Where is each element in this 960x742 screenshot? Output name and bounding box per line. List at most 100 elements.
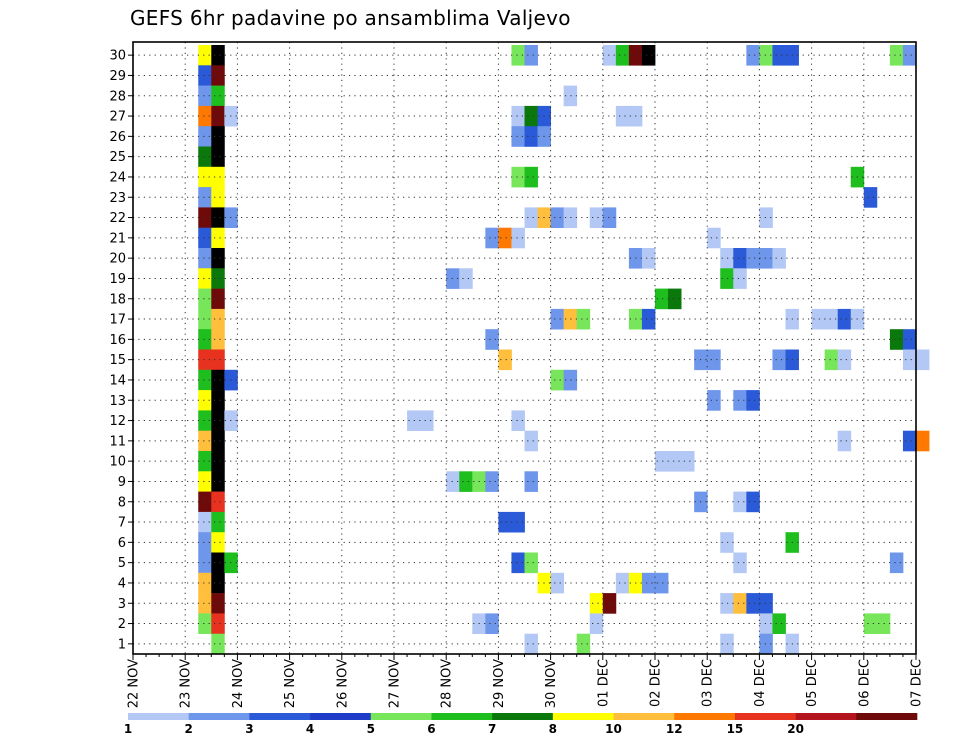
heatmap-cell — [720, 633, 734, 655]
heatmap-cell — [550, 207, 565, 228]
legend-swatch — [734, 713, 796, 720]
heatmap-cell — [211, 126, 225, 147]
heatmap-cell — [655, 288, 669, 310]
heatmap-cell — [211, 613, 225, 634]
heatmap-cell — [198, 349, 212, 371]
heatmap-cell — [524, 471, 538, 492]
heatmap-cell — [889, 552, 904, 574]
heatmap-cell — [198, 329, 212, 350]
heatmap-cell — [198, 105, 212, 127]
heatmap-cell — [211, 227, 225, 249]
heatmap-cell — [655, 572, 669, 594]
heatmap-cell — [576, 633, 591, 655]
heatmap-cell — [746, 593, 760, 614]
heatmap-cell — [211, 451, 225, 472]
y-tick-label: 3 — [118, 597, 126, 612]
heatmap-cell — [498, 349, 512, 371]
heatmap-cell — [198, 65, 212, 86]
heatmap-cell — [211, 45, 225, 66]
heatmap-cell — [459, 471, 473, 492]
heatmap-cell — [211, 85, 225, 107]
heatmap-cell — [524, 105, 538, 127]
heatmap-cell — [524, 552, 538, 574]
heatmap-cell — [211, 329, 225, 350]
legend-label: 20 — [787, 722, 804, 736]
heatmap-cell — [198, 146, 212, 168]
heatmap-cell — [876, 613, 891, 634]
heatmap-cell — [916, 349, 930, 371]
heatmap-cell — [198, 430, 212, 452]
heatmap-cell — [902, 349, 917, 371]
x-tick-label: 25 NOV — [283, 659, 298, 708]
y-tick-label: 17 — [109, 313, 126, 328]
heatmap-cell — [511, 227, 525, 249]
legend-label: 1 — [124, 722, 132, 736]
y-tick-label: 19 — [109, 272, 126, 287]
heatmap-cell — [550, 369, 565, 391]
heatmap-cell — [211, 430, 225, 452]
heatmap-cell — [511, 552, 525, 574]
heatmap-cell — [641, 572, 656, 594]
heatmap-cell — [198, 227, 212, 249]
heatmap-cell — [524, 45, 538, 66]
heatmap-cell — [198, 369, 212, 391]
x-tick-label: 28 NOV — [440, 659, 455, 708]
legend-swatch — [613, 713, 675, 720]
heatmap-cell — [589, 207, 604, 228]
heatmap-cell — [524, 633, 538, 655]
legend-swatch — [795, 713, 857, 720]
heatmap-cell — [772, 349, 786, 371]
heatmap-cell — [837, 308, 852, 330]
heatmap-cell — [485, 471, 499, 492]
heatmap-cell — [602, 593, 617, 614]
heatmap-cell — [811, 308, 826, 330]
heatmap-cell — [198, 187, 212, 208]
legend-label: 8 — [549, 722, 557, 736]
heatmap-cell — [772, 248, 786, 269]
y-tick-label: 25 — [109, 150, 126, 165]
y-tick-label: 18 — [109, 292, 126, 307]
y-tick-label: 24 — [109, 170, 126, 185]
x-tick-label: 06 DEC — [857, 659, 872, 707]
heatmap-cell — [550, 308, 565, 330]
legend-label: 15 — [727, 722, 744, 736]
heatmap-cell — [198, 572, 212, 594]
heatmap-cell — [602, 45, 617, 66]
heatmap-cell — [615, 572, 630, 594]
y-axis: 1234567891011121314151617181920212223242… — [109, 49, 133, 652]
y-tick-label: 26 — [109, 130, 126, 145]
legend-label: 5 — [367, 722, 375, 736]
x-tick-label: 01 DEC — [596, 659, 611, 707]
x-tick-label: 26 NOV — [335, 659, 350, 708]
heatmap-cell — [498, 227, 512, 249]
heatmap-cell — [211, 146, 225, 168]
heatmap-cell — [563, 207, 578, 228]
heatmap-cell — [198, 532, 212, 553]
heatmap-cell — [759, 633, 773, 655]
heatmap-cell — [563, 308, 578, 330]
heatmap-cell — [198, 166, 212, 188]
y-tick-label: 10 — [109, 455, 126, 470]
legend-swatch — [310, 713, 372, 720]
heatmap-cell — [589, 613, 604, 634]
heatmap-cell — [198, 471, 212, 492]
legend-swatch — [552, 713, 614, 720]
heatmap-cell — [420, 410, 434, 431]
heatmap-cell — [733, 593, 747, 614]
legend-label: 3 — [245, 722, 253, 736]
heatmap-cell — [681, 451, 695, 472]
heatmap-cell — [485, 329, 499, 350]
heatmap-cell — [211, 390, 225, 411]
heatmap-cells — [198, 45, 930, 655]
heatmap-cell — [641, 248, 656, 269]
legend-swatch — [492, 713, 554, 720]
heatmap-cell — [485, 227, 499, 249]
heatmap-cell — [746, 491, 760, 513]
x-tick-label: 29 NOV — [492, 659, 507, 708]
x-tick-label: 30 NOV — [544, 659, 559, 708]
heatmap-cell — [902, 329, 917, 350]
y-tick-label: 30 — [109, 49, 126, 64]
heatmap-cell — [446, 268, 460, 289]
y-tick-label: 11 — [109, 434, 126, 449]
y-tick-label: 23 — [109, 191, 126, 206]
